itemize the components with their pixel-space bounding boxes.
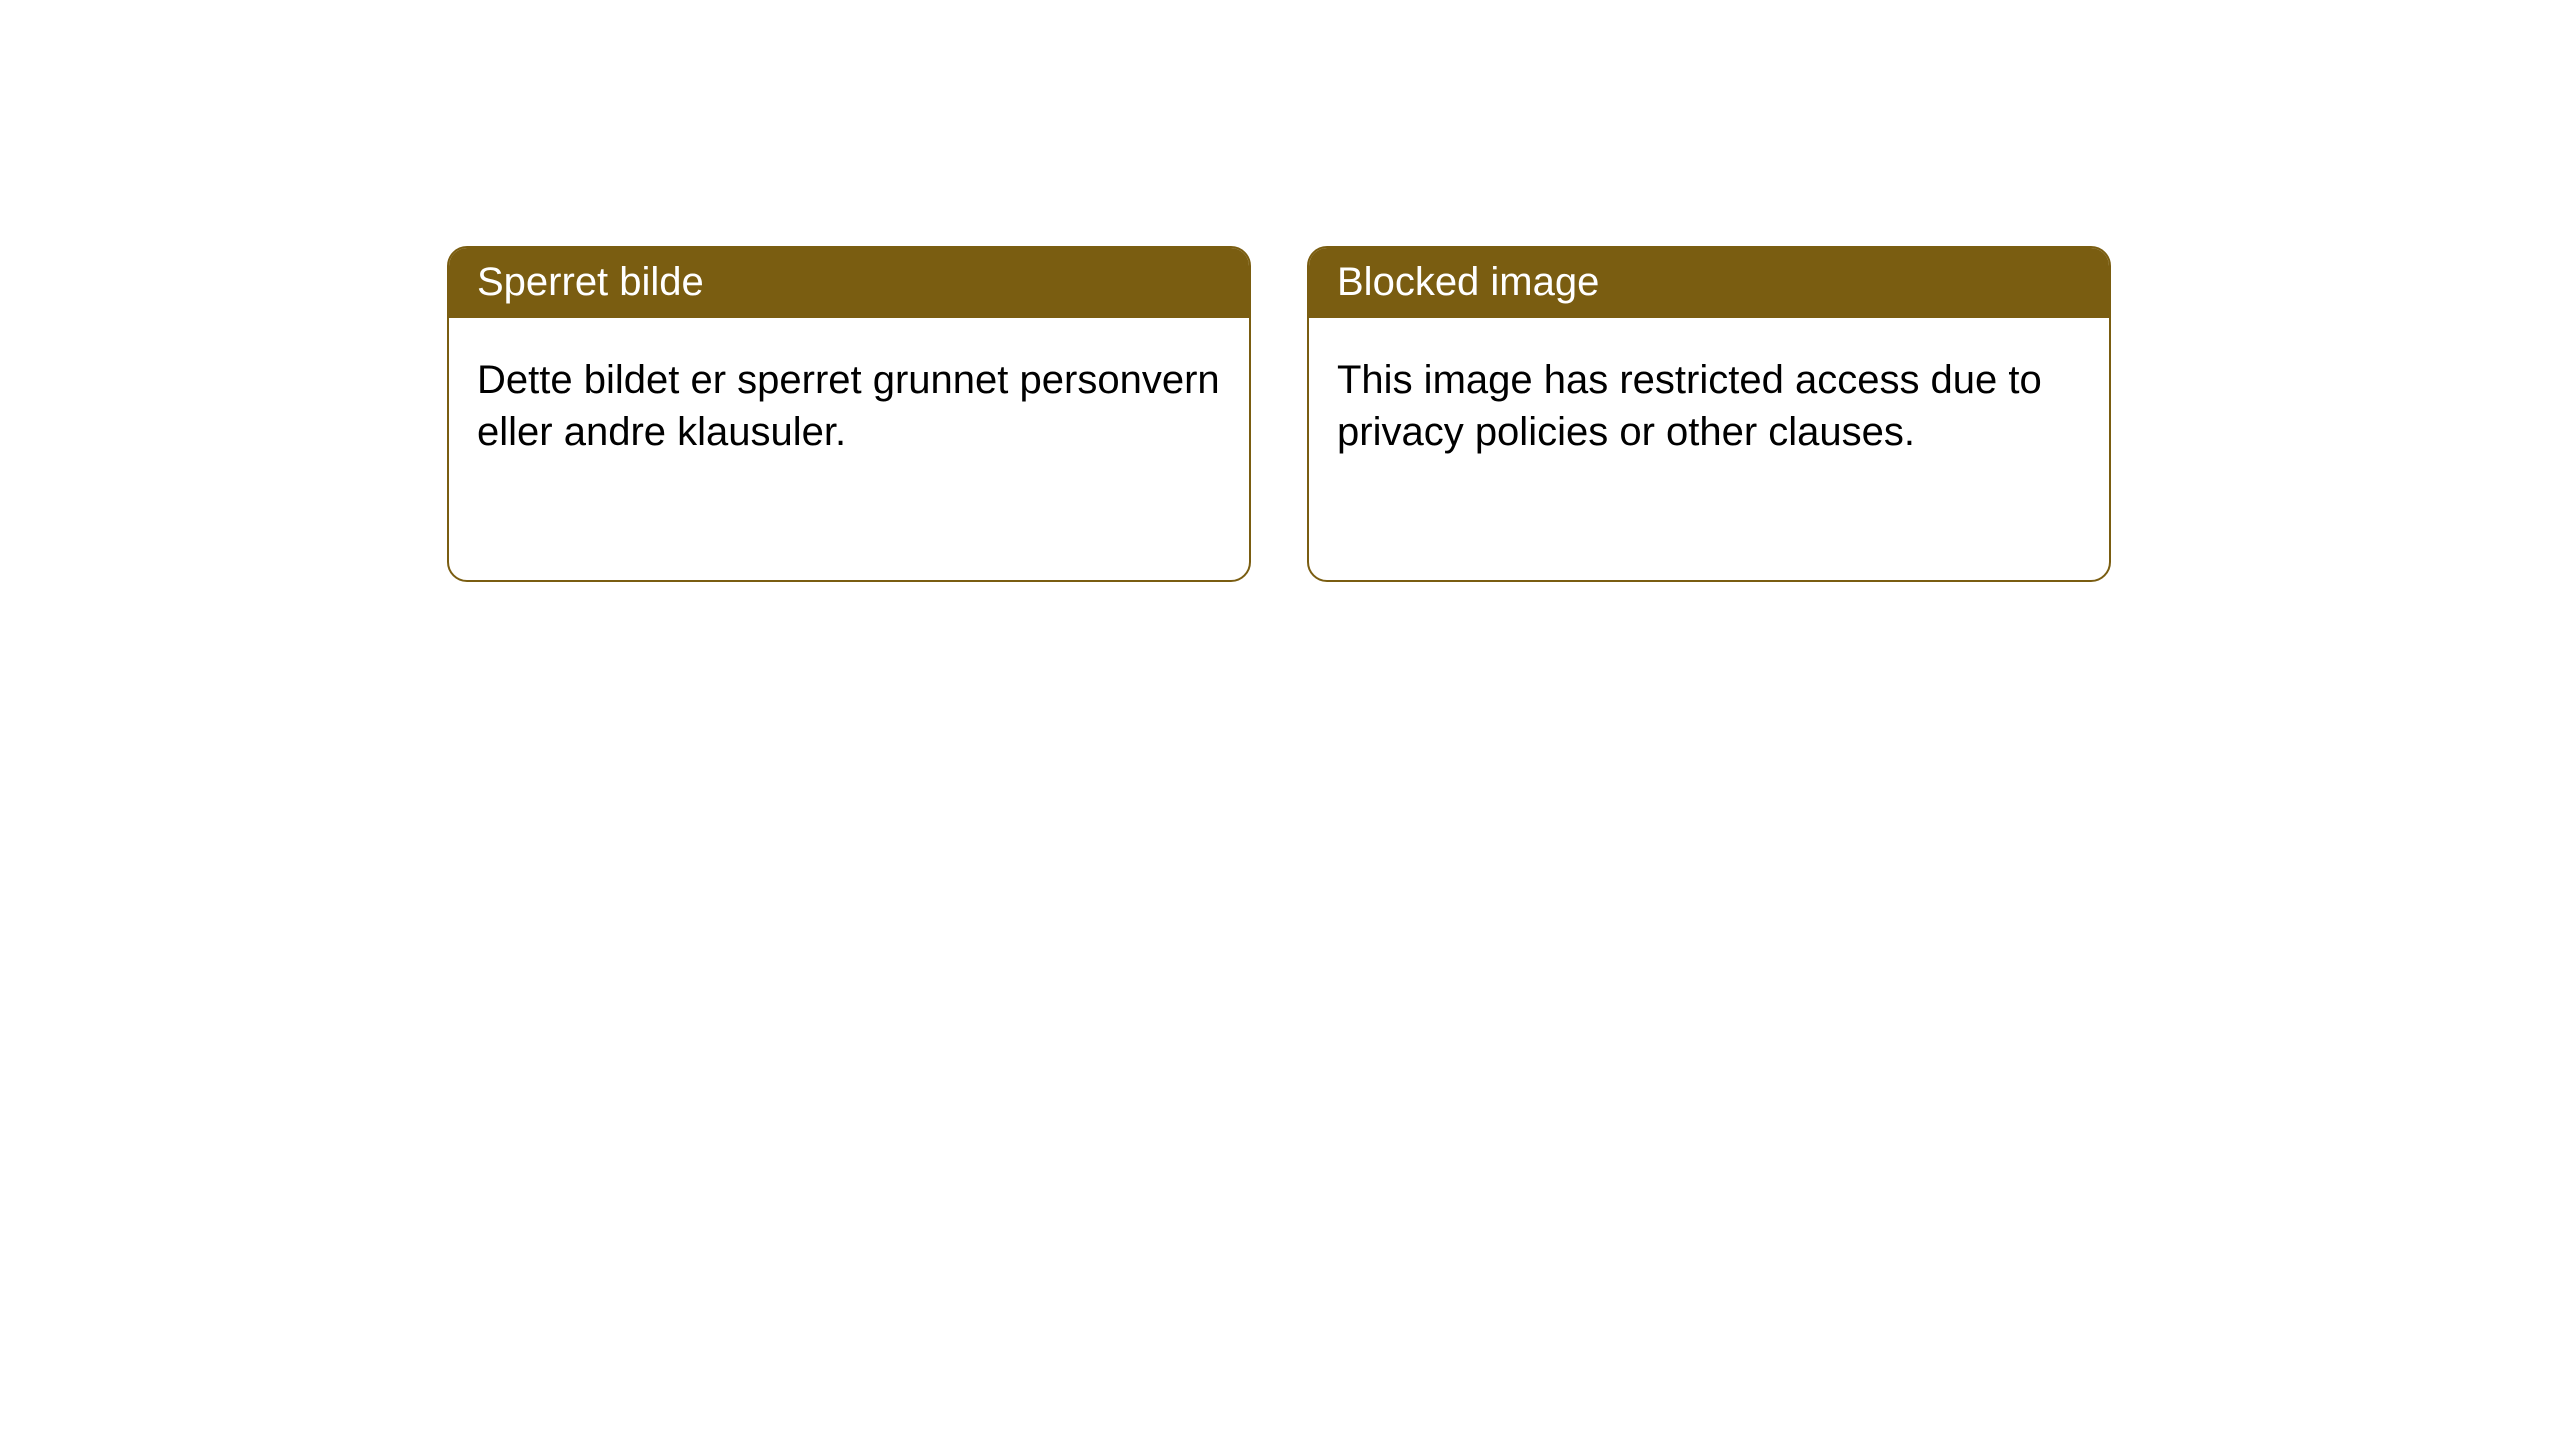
card-body-norwegian: Dette bildet er sperret grunnet personve… bbox=[449, 318, 1249, 494]
cards-container: Sperret bilde Dette bildet er sperret gr… bbox=[447, 246, 2560, 582]
card-header-norwegian: Sperret bilde bbox=[449, 248, 1249, 318]
card-header-english: Blocked image bbox=[1309, 248, 2109, 318]
card-norwegian: Sperret bilde Dette bildet er sperret gr… bbox=[447, 246, 1251, 582]
card-english: Blocked image This image has restricted … bbox=[1307, 246, 2111, 582]
card-body-english: This image has restricted access due to … bbox=[1309, 318, 2109, 494]
